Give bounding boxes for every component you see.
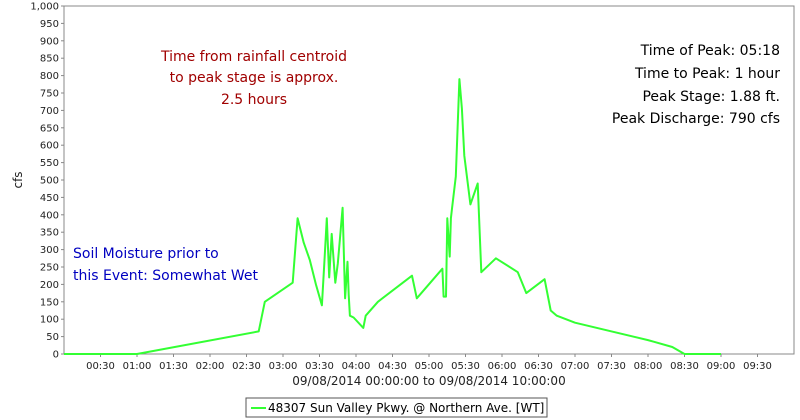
x-axis: 00:30 01:00 01:30 02:00 02:30 03:00 03:30 04:00… [86,354,772,372]
x-tick-label: 05:00 [415,361,444,372]
y-tick-label: 500 [40,176,59,187]
y-tick-label: 0 [53,350,59,361]
legend-box [245,397,548,418]
x-tick-label: 09:30 [743,361,772,372]
x-tick-label: 03:30 [305,361,334,372]
y-tick-label: 750 [40,89,59,100]
x-axis-label: 09/08/2014 00:00:00 to 09/08/2014 10:00:… [292,374,565,388]
y-tick-label: 900 [40,36,59,47]
x-tick-label: 02:30 [232,361,261,372]
y-tick-label: 150 [40,297,59,308]
y-axis: 0 50 100 150 200 250 300 350 400 450 500 550 600 650 7… [30,2,64,361]
x-tick-label: 08:00 [634,361,663,372]
y-tick-label: 200 [40,280,59,291]
y-axis-label: cfs [11,171,25,188]
rainfall-annotation-line-3: 2.5 hours [221,92,287,108]
x-tick-label: 05:30 [451,361,480,372]
plot-area [63,5,795,355]
y-tick-label: 50 [46,332,59,343]
y-tick-label: 650 [40,123,59,134]
peak-annotation-line-4: Peak Discharge: 790 cfs [612,111,780,127]
rainfall-annotation-line-2: to peak stage is approx. [170,70,339,86]
x-tick-label: 04:00 [342,361,371,372]
soil-annotation-line-1: Soil Moisture prior to [73,246,219,262]
y-tick-label: 550 [40,158,59,169]
y-tick-label: 350 [40,228,59,239]
legend: 48307 Sun Valley Pkwy. @ Northern Ave. [… [245,397,548,418]
x-tick-label: 07:00 [561,361,590,372]
y-tick-label: 800 [40,71,59,82]
x-tick-label: 01:00 [123,361,152,372]
y-tick-label: 850 [40,54,59,65]
y-tick-label: 700 [40,106,59,117]
y-tick-label: 100 [40,315,59,326]
peak-annotation-line-3: Peak Stage: 1.88 ft. [642,89,780,105]
x-tick-label: 02:00 [196,361,225,372]
x-tick-label: 08:30 [670,361,699,372]
x-tick-label: 09:00 [707,361,736,372]
y-tick-label: 300 [40,245,59,256]
x-tick-label: 06:30 [524,361,553,372]
y-tick-label: 250 [40,263,59,274]
legend-entry: 48307 Sun Valley Pkwy. @ Northern Ave. [… [268,401,544,415]
y-tick-label: 950 [40,19,59,30]
series-line [64,78,721,355]
rainfall-annotation-line-1: Time from rainfall centroid [160,49,347,65]
x-tick-label: 01:30 [159,361,188,372]
y-tick-label: 600 [40,141,59,152]
x-tick-label: 00:30 [86,361,115,372]
x-tick-label: 03:00 [269,361,298,372]
y-tick-label: 450 [40,193,59,204]
peak-annotation-line-1: Time of Peak: 05:18 [640,43,780,59]
x-tick-label: 04:30 [378,361,407,372]
peak-annotation-line-2: Time to Peak: 1 hour [634,66,780,82]
y-tick-label: 400 [40,210,59,221]
y-tick-label: 1,000 [30,2,59,13]
soil-annotation-line-2: this Event: Somewhat Wet [73,268,258,284]
x-tick-label: 06:00 [488,361,517,372]
x-tick-label: 07:30 [597,361,626,372]
